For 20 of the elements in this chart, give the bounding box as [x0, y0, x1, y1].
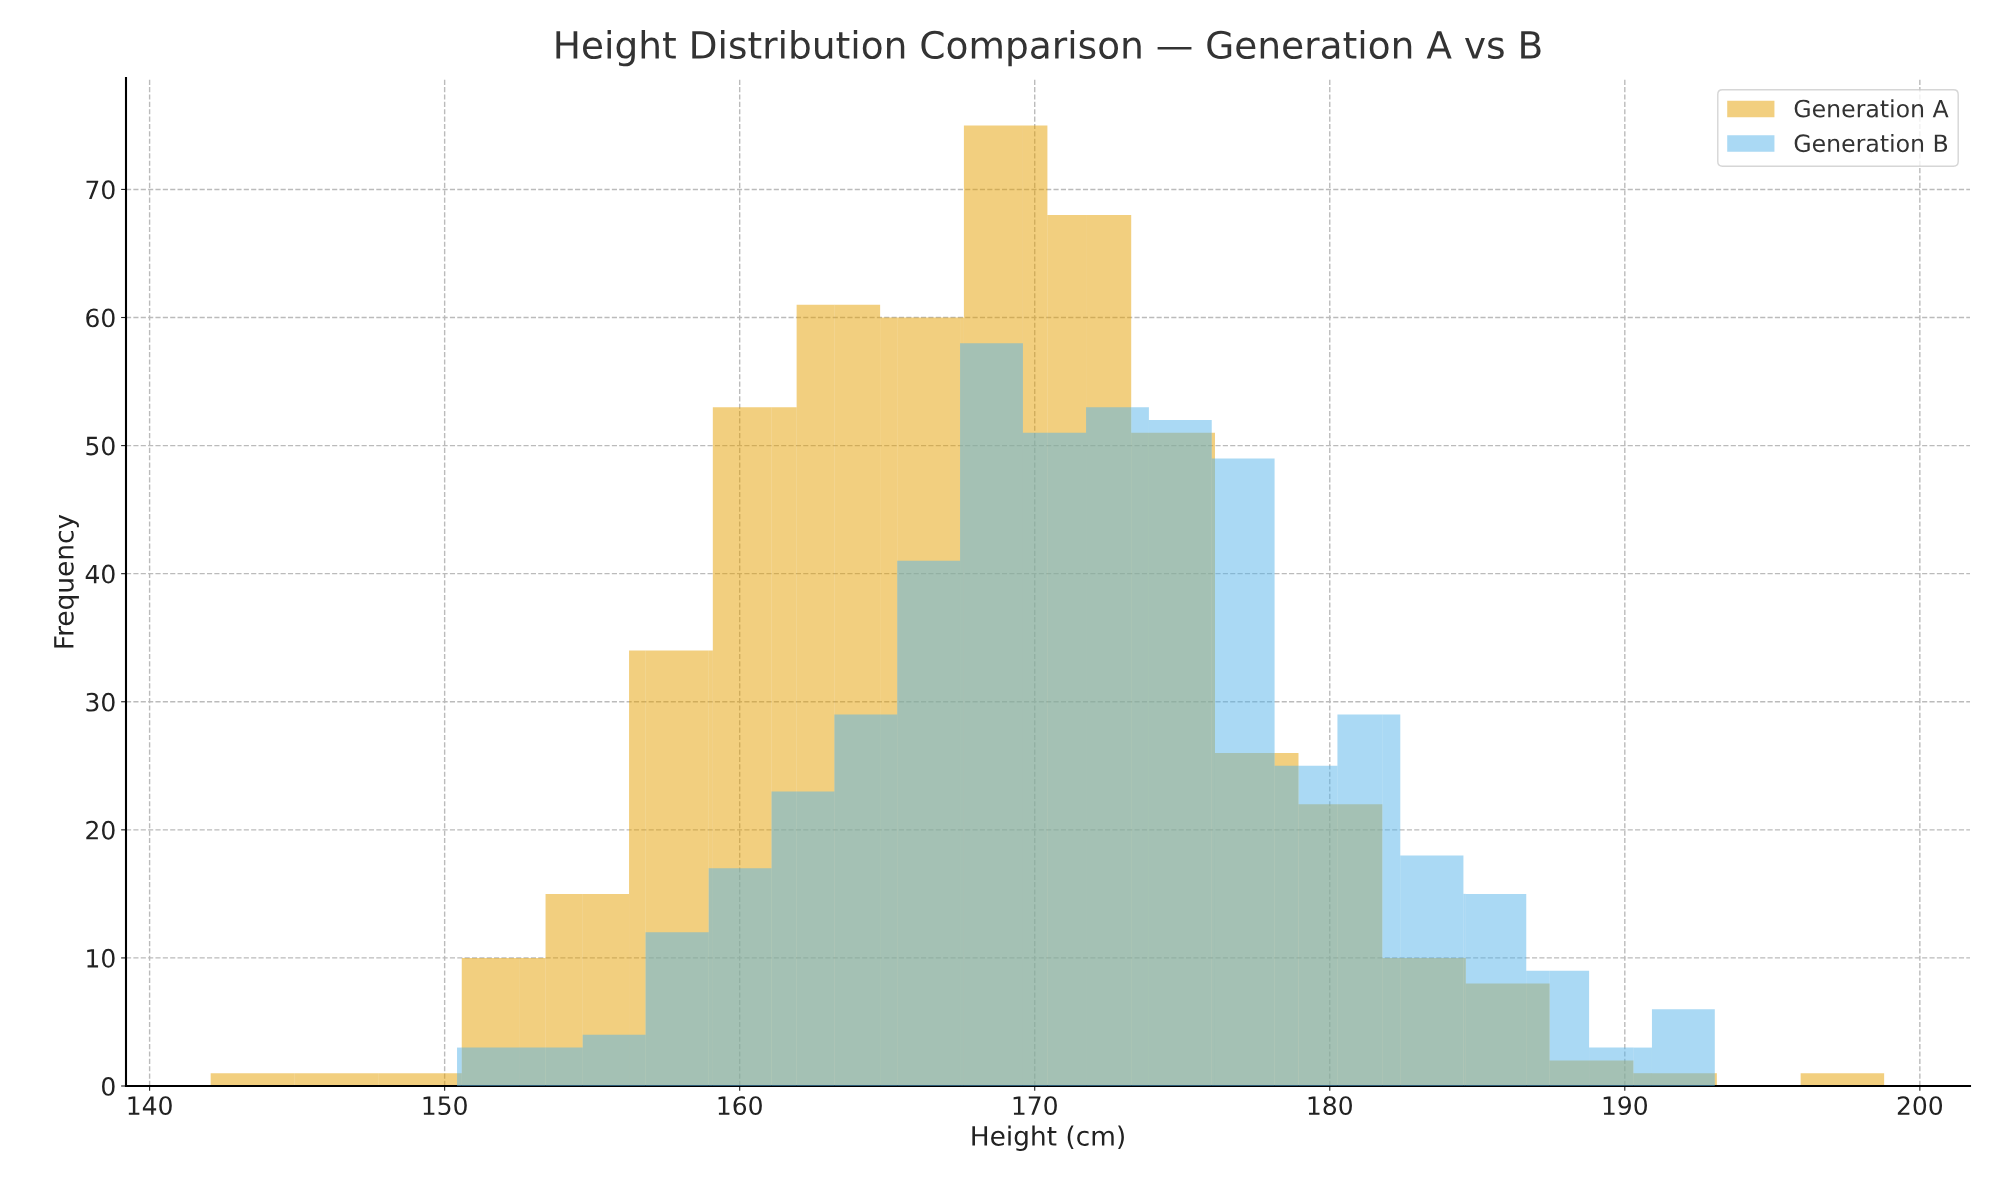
- y-tick-label: 70: [86, 180, 115, 200]
- legend-label: Generation B: [1794, 133, 1948, 153]
- x-axis-title: Height (cm): [972, 1125, 1124, 1152]
- x-tick-label: 160: [718, 1096, 762, 1116]
- legend-label: Generation A: [1794, 99, 1949, 118]
- y-axis-title: Frequency: [54, 514, 79, 648]
- y-tick-label: 10: [87, 948, 115, 968]
- y-tick-label: 50: [86, 436, 115, 456]
- x-tick-label: 200: [1897, 1096, 1943, 1116]
- x-tick-label: 190: [1603, 1096, 1647, 1116]
- y-tick-label: 60: [86, 308, 115, 328]
- x-tick-label: 140: [128, 1096, 172, 1116]
- x-tick-label: 150: [423, 1096, 467, 1116]
- y-tick-label: 0: [102, 1076, 115, 1096]
- y-tick-label: 30: [86, 692, 115, 712]
- y-tick-label: 40: [85, 564, 115, 584]
- x-tick-label: 180: [1308, 1096, 1352, 1116]
- chart-title: Height Distribution Comparison — Generation A vs B: [556, 30, 1541, 67]
- y-tick-label: 20: [86, 820, 115, 840]
- x-tick-label: 170: [1013, 1096, 1057, 1116]
